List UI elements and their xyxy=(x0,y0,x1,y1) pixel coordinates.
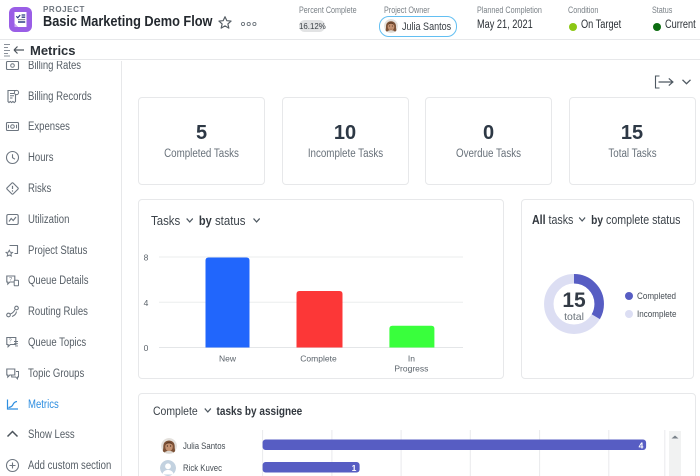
svg-text:Progress: Progress xyxy=(394,364,428,374)
svg-text:Complete: Complete xyxy=(300,354,337,364)
svg-text:In: In xyxy=(408,354,415,364)
svg-text:4: 4 xyxy=(144,298,149,308)
svg-text:1: 1 xyxy=(352,463,357,473)
svg-text:New: New xyxy=(219,354,237,364)
svg-text:8: 8 xyxy=(144,253,149,263)
svg-text:0: 0 xyxy=(144,343,149,353)
svg-text:?: ? xyxy=(9,339,12,345)
svg-text:total: total xyxy=(564,311,584,323)
svg-text:?: ? xyxy=(9,277,12,283)
svg-text:15: 15 xyxy=(562,289,586,312)
svg-text:4: 4 xyxy=(639,440,644,450)
